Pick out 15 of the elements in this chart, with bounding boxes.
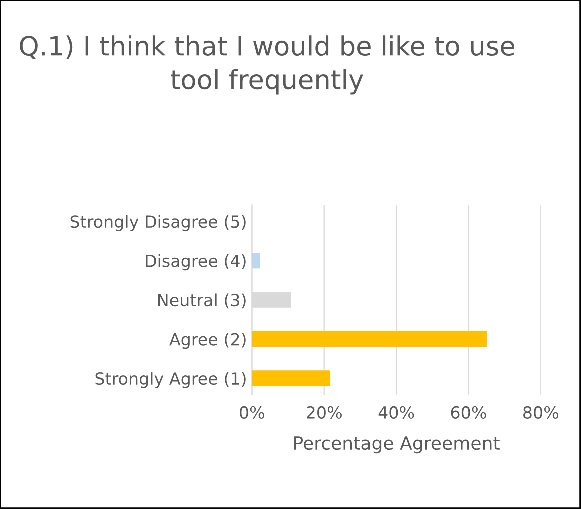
x-tick-label: 40% <box>378 406 414 419</box>
x-tick-label: 80% <box>524 406 559 419</box>
y-tick-label: Neutral (3) <box>158 294 246 309</box>
x-tick-label: 60% <box>451 406 486 419</box>
x-axis-title: Percentage Agreement <box>294 436 500 454</box>
x-tick-label: 0% <box>240 406 264 419</box>
y-tick-label: Disagree (4) <box>146 254 246 271</box>
y-tick-label: Agree (2) <box>170 332 246 350</box>
chart-title: Q.1) I think that I would be like to use tool frequently <box>20 36 514 95</box>
bar <box>252 331 488 348</box>
x-tick-label: 20% <box>307 406 342 419</box>
y-tick-label: Strongly Disagree (5) <box>70 215 246 232</box>
bar <box>252 252 260 269</box>
y-tick-label: Strongly Agree (1) <box>96 372 246 388</box>
bar <box>252 370 330 386</box>
